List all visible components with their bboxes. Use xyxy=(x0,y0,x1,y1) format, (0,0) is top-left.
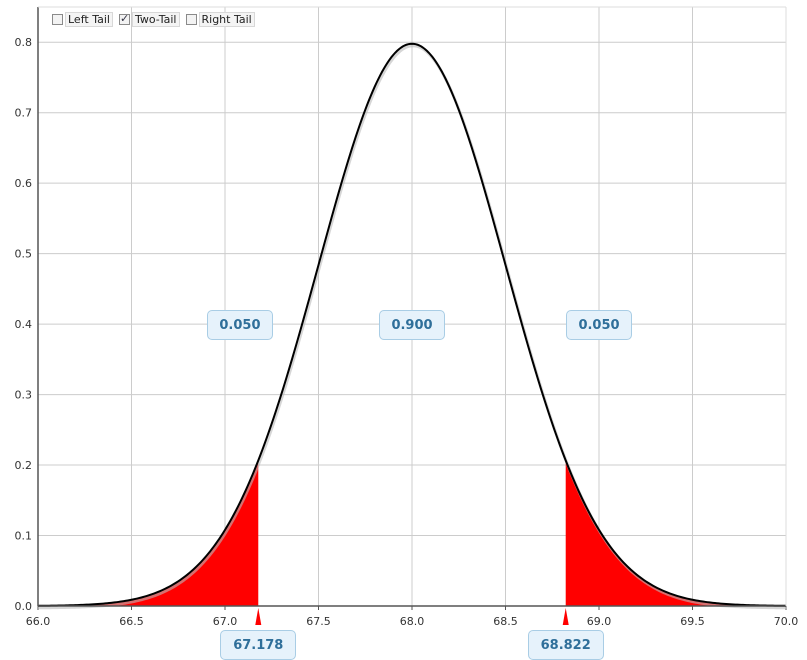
y-tick-label: 0.8 xyxy=(15,36,33,49)
right-tail-option[interactable]: Right Tail xyxy=(185,12,255,27)
two-tail-checkbox[interactable] xyxy=(118,12,130,25)
upper-critical-value[interactable]: 68.822 xyxy=(527,630,604,660)
density-curve xyxy=(37,42,787,607)
x-tick-label: 68.5 xyxy=(493,615,518,628)
upper-critical-marker xyxy=(562,608,569,625)
two-tail-label: Two-Tail xyxy=(131,12,180,27)
right-tail-label: Right Tail xyxy=(198,12,255,27)
right-tail-checkbox[interactable] xyxy=(185,14,197,25)
right-tail-area xyxy=(565,460,786,606)
curve-shadow xyxy=(38,44,788,610)
y-tick-label: 0.5 xyxy=(15,248,33,261)
y-tick-label: 0.4 xyxy=(15,318,33,331)
y-tick-label: 0.6 xyxy=(15,177,33,190)
y-tick-label: 0.2 xyxy=(15,459,33,472)
x-tick-label: 69.0 xyxy=(587,615,612,628)
left-tail-checkbox[interactable] xyxy=(52,14,63,25)
lower-critical-value[interactable]: 67.178 xyxy=(220,630,297,660)
x-tick-label: 69.5 xyxy=(680,615,705,628)
y-tick-label: 0.1 xyxy=(15,530,33,543)
y-tick-label: 0.0 xyxy=(15,600,33,613)
y-tick-label: 0.7 xyxy=(15,107,33,120)
two-tail-option[interactable]: Two-Tail xyxy=(118,12,180,27)
x-tick-label: 67.5 xyxy=(306,615,331,628)
x-tick-label: 68.0 xyxy=(400,615,425,628)
x-tick-label: 66.5 xyxy=(119,615,144,628)
left-tail-probability: 0.050 xyxy=(206,310,273,341)
left-tail-option[interactable]: Left Tail xyxy=(52,12,113,27)
tail-options: Left Tail Two-Tail Right Tail xyxy=(52,12,255,27)
middle-probability: 0.900 xyxy=(379,310,445,341)
x-tick-label: 66.0 xyxy=(26,615,51,628)
y-tick-label: 0.3 xyxy=(15,389,33,402)
lower-critical-marker xyxy=(255,608,262,625)
right-tail-probability: 0.050 xyxy=(566,310,632,341)
left-tail-area xyxy=(38,460,259,606)
x-tick-label: 70.0 xyxy=(774,615,799,628)
x-tick-label: 67.0 xyxy=(213,615,238,628)
left-tail-label: Left Tail xyxy=(65,12,113,27)
